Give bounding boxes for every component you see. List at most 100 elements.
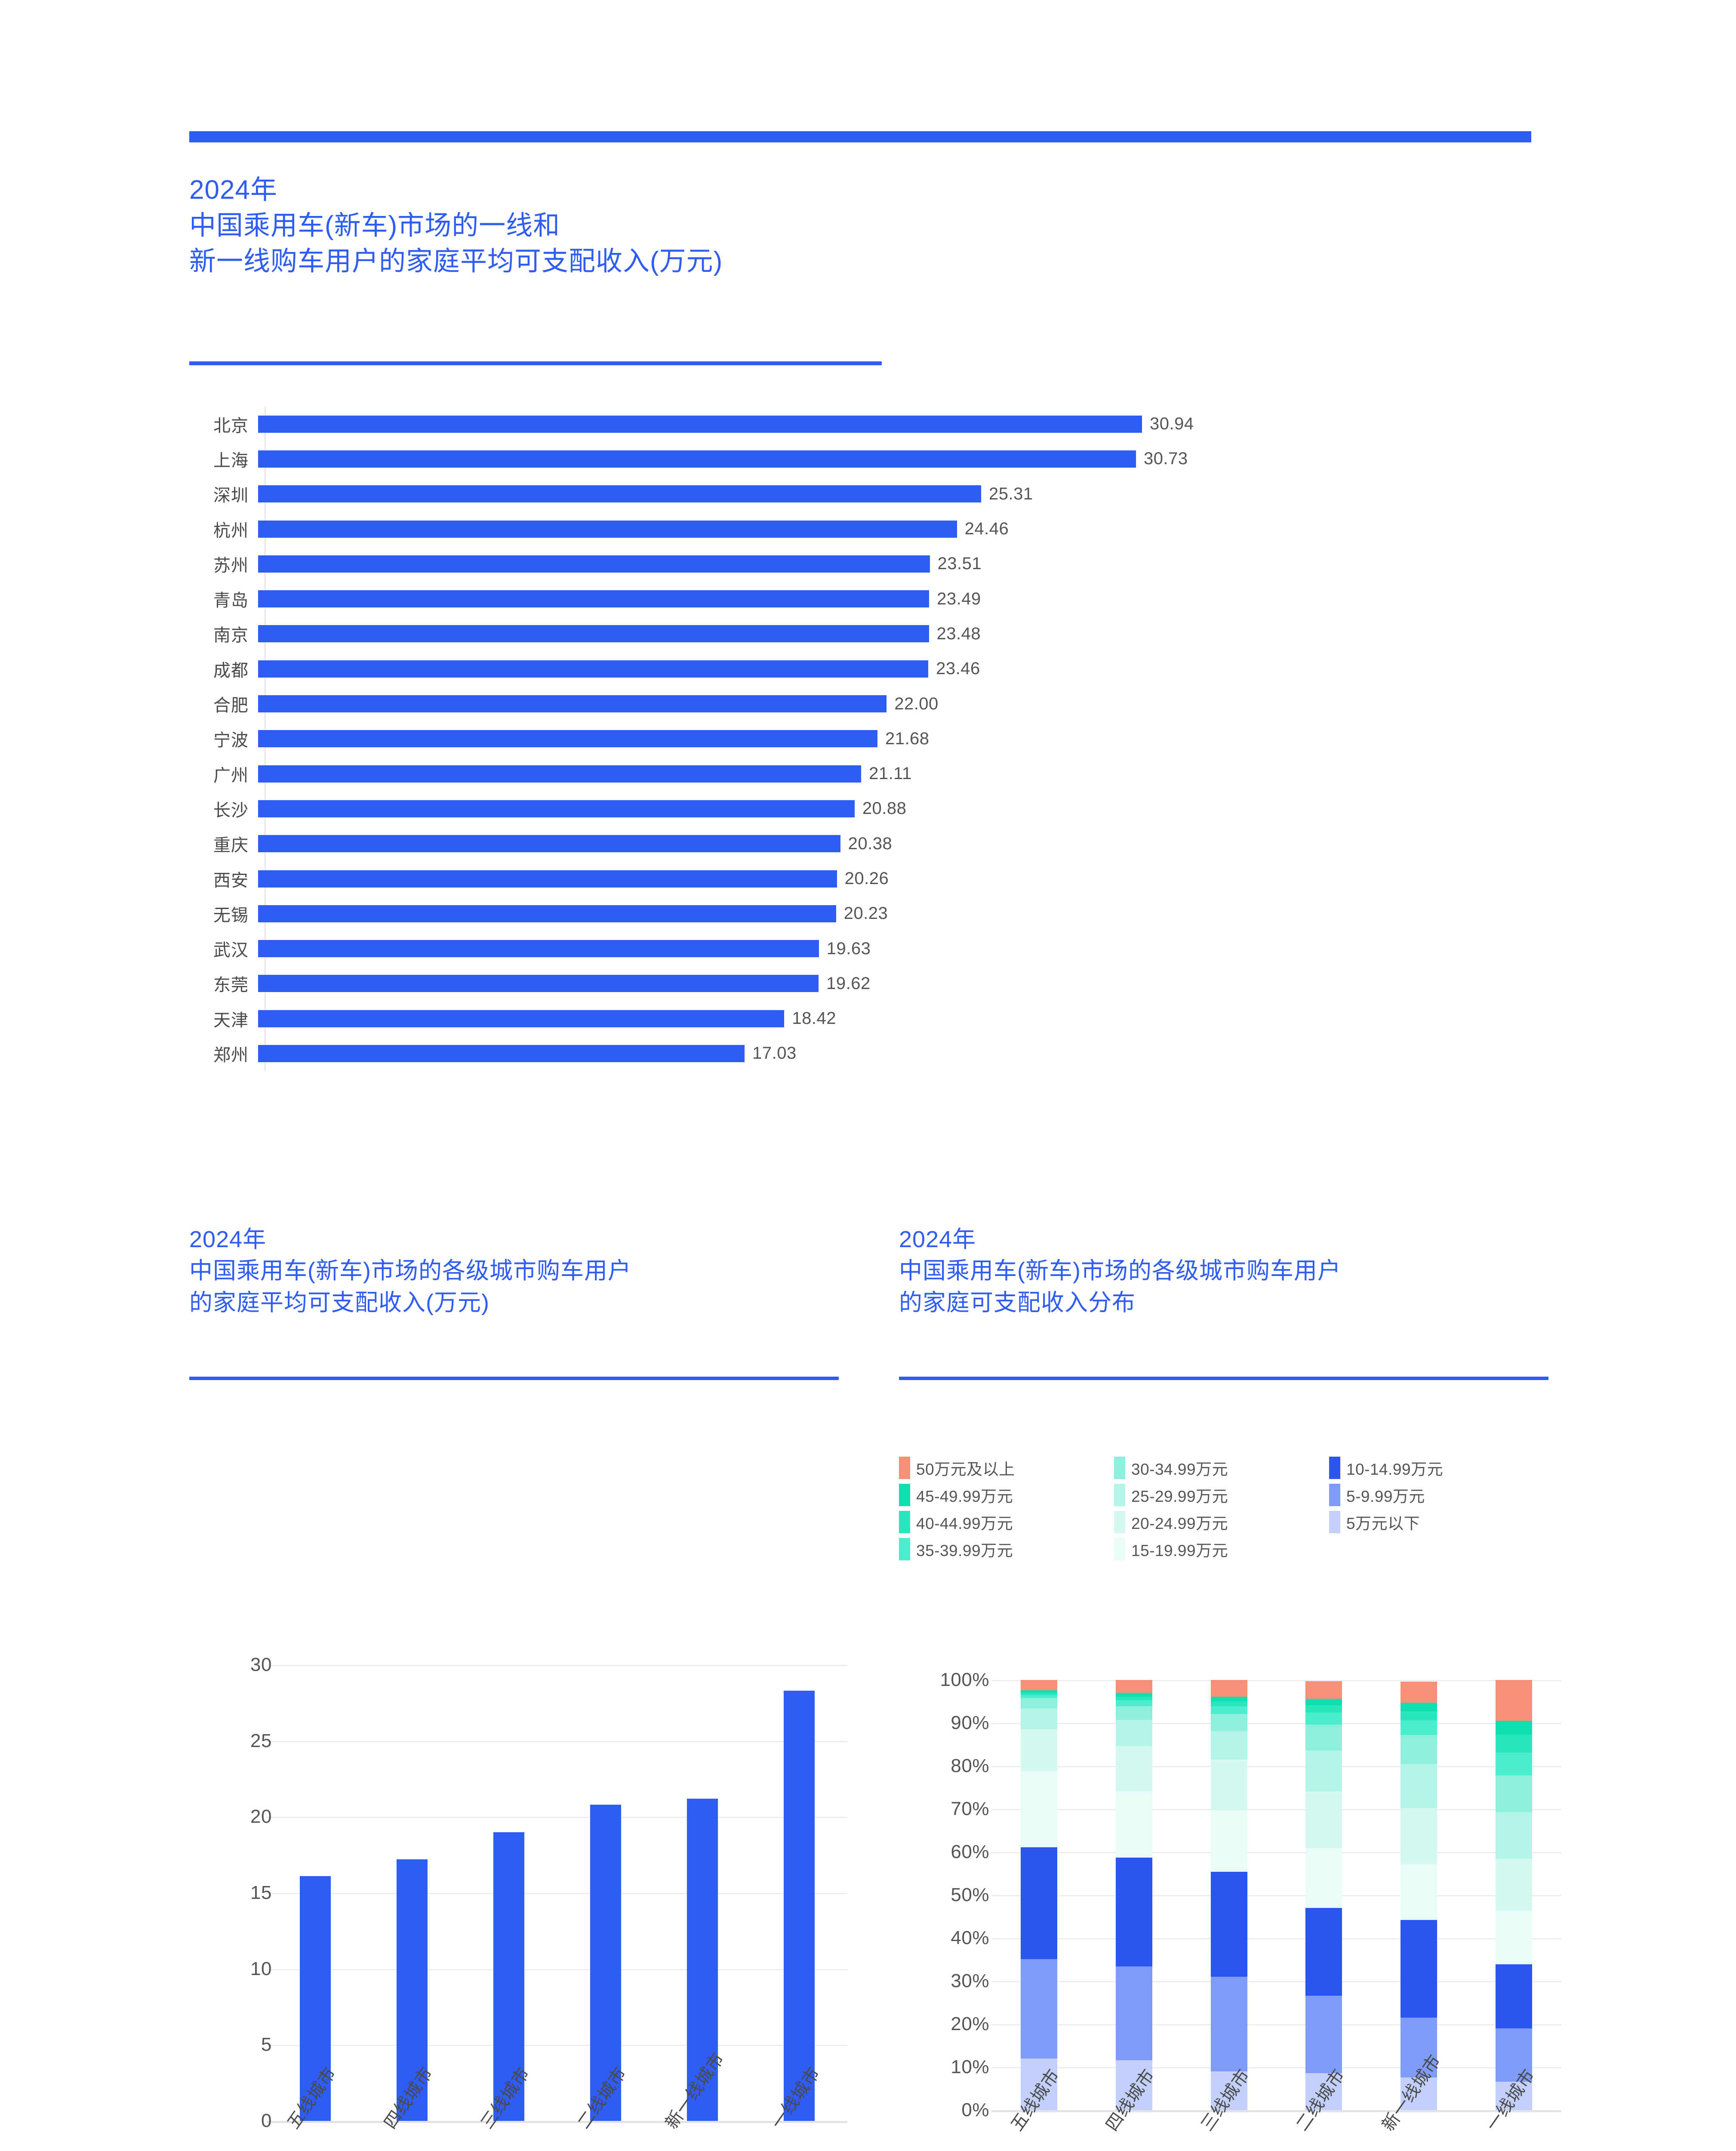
- stacked-y-tick-label: 0%: [961, 2099, 989, 2120]
- stacked-segment: [1210, 1976, 1247, 2071]
- hbar-track: 24.46: [258, 512, 1531, 546]
- hbar-fill: [258, 450, 1136, 468]
- hbar-track: 30.94: [258, 407, 1531, 441]
- stacked-segment: [1020, 1847, 1057, 1959]
- vbar-y-tick-label: 15: [250, 1882, 272, 1903]
- legend-item[interactable]: 10-14.99万元: [1329, 1456, 1544, 1479]
- hbar-row: 宁波 21.68: [189, 721, 1531, 756]
- hbar-fill: [258, 1010, 785, 1027]
- legend-item[interactable]: 30-34.99万元: [1114, 1456, 1329, 1479]
- legend-item[interactable]: 35-39.99万元: [899, 1538, 1114, 1561]
- stacked-gridline: [991, 1809, 1561, 1810]
- stacked-gridline: [991, 2067, 1561, 2068]
- hbar-fill: [258, 625, 929, 643]
- hbar-track: 20.88: [258, 791, 1531, 826]
- vbar-column: [751, 1665, 847, 2121]
- stacked-segment: [1496, 1775, 1533, 1812]
- vbar-series: [267, 1665, 847, 2121]
- stacked-column: [991, 1680, 1087, 2110]
- vbar-column: [460, 1665, 557, 2121]
- vbar-bar: [590, 1805, 621, 2121]
- legend-item[interactable]: 5万元以下: [1329, 1510, 1544, 1534]
- legend-item-label: 45-49.99万元: [916, 1488, 1013, 1505]
- stacked-segment: [1210, 1706, 1247, 1714]
- legend-swatch-icon: [1329, 1511, 1340, 1533]
- vbar-x-label-cell: 二线城市: [557, 2064, 654, 2144]
- stacked-y-tick-label: 40%: [951, 1927, 989, 1948]
- page-title-year: 2024年: [189, 175, 277, 205]
- vbar-gridline: [267, 1741, 847, 1742]
- vbar-y-tick-label: 30: [250, 1654, 272, 1675]
- vbar-plot-area: [267, 1665, 847, 2123]
- stacked-segment: [1496, 1911, 1533, 1965]
- legend-swatch-icon: [1329, 1484, 1340, 1506]
- legend-item[interactable]: 15-19.99万元: [1114, 1538, 1329, 1561]
- hbar-track: 19.63: [258, 931, 1531, 966]
- panel-left-underline: [189, 1377, 839, 1380]
- hbar-track: 22.00: [258, 686, 1531, 721]
- vbar-x-label-cell: 五线城市: [267, 2064, 363, 2144]
- legend-swatch-icon: [1114, 1484, 1125, 1506]
- panel-left-year: 2024年: [189, 1227, 267, 1252]
- stacked-segment: [1400, 1711, 1437, 1720]
- hbar-fill: [258, 870, 837, 888]
- hbar-value-label: 21.11: [869, 764, 912, 783]
- stacked-segment: [1210, 1680, 1247, 1697]
- stacked-x-label-cell: 二线城市: [1276, 2066, 1371, 2146]
- stacked-segment: [1305, 1996, 1342, 2073]
- legend-item[interactable]: 25-29.99万元: [1114, 1483, 1329, 1507]
- stacked-segment: [1400, 2077, 1437, 2110]
- stacked-segment: [1115, 1720, 1152, 1747]
- hbar-value-label: 20.26: [844, 869, 889, 888]
- legend-item[interactable]: 40-44.99万元: [899, 1510, 1114, 1534]
- stacked-segment: [1305, 1699, 1342, 1705]
- stacked-segment: [1020, 1729, 1057, 1772]
- legend-item[interactable]: 45-49.99万元: [899, 1483, 1114, 1507]
- legend-item[interactable]: 5-9.99万元: [1329, 1483, 1544, 1507]
- hbar-track: 30.73: [258, 441, 1531, 476]
- stacked-segment: [1020, 1959, 1057, 2059]
- legend-item-label: 35-39.99万元: [916, 1542, 1013, 1559]
- stacked-segment: [1305, 1908, 1342, 1996]
- hbar-row: 合肥 22.00: [189, 686, 1531, 721]
- hbar-category-label: 西安: [213, 871, 249, 890]
- hbar-fill: [258, 520, 957, 538]
- legend-swatch-icon: [899, 1484, 910, 1506]
- hbar-value-label: 30.94: [1150, 414, 1194, 434]
- vbar-x-axis-labels: 五线城市 四线城市 三线城市 二线城市 新一线城市 一线城市: [267, 2049, 847, 2144]
- vbar-column: [363, 1665, 460, 2121]
- hbar-fill: [258, 555, 930, 573]
- hbar-track: 23.48: [258, 616, 1531, 651]
- vbar-column: [267, 1665, 363, 2121]
- stacked-gridline: [991, 1852, 1561, 1853]
- stacked-segment: [1210, 1697, 1247, 1702]
- stacked-x-axis-labels: 五线城市 四线城市 三线城市 二线城市 新一线城市 一线城市: [991, 2051, 1561, 2146]
- vbar-gridline: [267, 1969, 847, 1970]
- stacked-segment: [1020, 1695, 1057, 1698]
- hbar-row: 杭州 24.46: [189, 512, 1531, 546]
- vbar-gridline: [267, 2121, 847, 2123]
- hbar-value-label: 19.62: [826, 974, 871, 993]
- legend-swatch-icon: [899, 1538, 910, 1560]
- hbar-row: 成都 23.46: [189, 651, 1531, 686]
- hbar-category-label: 杭州: [213, 521, 249, 540]
- legend-item[interactable]: 20-24.99万元: [1114, 1510, 1329, 1534]
- legend-item-label: 15-19.99万元: [1131, 1542, 1228, 1559]
- stacked-bar: [1496, 1680, 1533, 2110]
- hbar-row: 南京 23.48: [189, 616, 1531, 651]
- city-income-hbar-chart: 北京 30.94 上海 30.73 深圳 25.31 杭州 24.46 苏州 23.51 青岛 23.…: [189, 407, 1531, 1091]
- stacked-bar: [1115, 1680, 1152, 2110]
- stacked-segment: [1305, 1725, 1342, 1750]
- stacked-column: [1466, 1680, 1561, 2110]
- stacked-x-label-cell: 五线城市: [991, 2066, 1087, 2146]
- hbar-fill: [258, 485, 982, 503]
- hbar-category-label: 长沙: [213, 801, 249, 820]
- stacked-gridline: [991, 2024, 1561, 2025]
- hbar-category-label: 成都: [213, 661, 249, 680]
- legend-item[interactable]: 50万元及以上: [899, 1456, 1114, 1479]
- vbar-y-tick-label: 25: [250, 1730, 272, 1751]
- legend-swatch-icon: [1114, 1457, 1125, 1479]
- stacked-segment: [1020, 1771, 1057, 1847]
- hbar-track: 23.49: [258, 581, 1531, 616]
- hbar-fill: [258, 940, 819, 958]
